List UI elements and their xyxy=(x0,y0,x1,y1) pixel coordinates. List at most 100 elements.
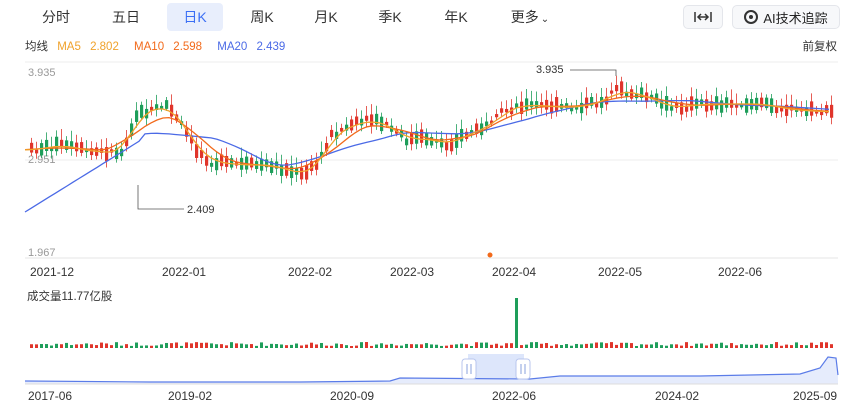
date-label-2022-02: 2022-02 xyxy=(288,265,332,279)
volume-bar xyxy=(175,342,178,348)
candle xyxy=(800,108,804,112)
tab-more[interactable]: 更多 ⌄ xyxy=(500,3,560,31)
volume-bar xyxy=(265,345,268,348)
volume-bar xyxy=(250,344,253,348)
volume-bar xyxy=(700,343,703,348)
low-marker-label: 2.409 xyxy=(187,204,215,216)
candle xyxy=(295,167,299,175)
volume-bar xyxy=(270,343,273,348)
date-label-2022-05: 2022-05 xyxy=(598,265,642,279)
volume-bar xyxy=(300,345,303,348)
volume-bar xyxy=(715,343,718,348)
ai-target-icon xyxy=(744,10,759,24)
candle xyxy=(185,128,189,137)
volume-bar xyxy=(380,343,383,348)
candle xyxy=(680,102,684,115)
tab-five-day[interactable]: 五日 xyxy=(100,3,152,31)
ma5-value: 2.802 xyxy=(90,41,119,53)
volume-bar xyxy=(545,342,548,348)
candle xyxy=(285,163,289,176)
volume-bar xyxy=(310,342,313,348)
range-label-2025-09: 2025-09 xyxy=(793,389,837,403)
candle xyxy=(190,135,194,144)
volume-bar xyxy=(465,344,468,348)
candle xyxy=(225,155,229,167)
candle xyxy=(765,97,769,109)
volume-bar xyxy=(570,345,573,348)
ma20-line xyxy=(24,99,830,213)
range-handle-right[interactable] xyxy=(515,358,531,380)
candle xyxy=(365,115,369,121)
tab-weekly-k[interactable]: 周K xyxy=(236,3,288,31)
volume-bar xyxy=(40,344,43,348)
volume-bar xyxy=(115,342,118,348)
candle xyxy=(325,142,329,152)
candle xyxy=(455,134,459,148)
event-marker-dot[interactable] xyxy=(487,252,493,258)
volume-bar xyxy=(280,344,283,348)
tab-monthly-k[interactable]: 月K xyxy=(300,3,352,31)
adjust-mode-toggle[interactable]: 前复权 xyxy=(802,41,838,53)
candle xyxy=(495,114,499,118)
volume-bar xyxy=(90,344,93,348)
volume-bar xyxy=(750,344,753,348)
ai-tracking-label: AI技术追踪 xyxy=(763,10,828,26)
volume-bar xyxy=(180,345,183,348)
volume-bar xyxy=(490,344,493,348)
tab-label: 分时 xyxy=(42,9,70,25)
candle xyxy=(235,162,239,166)
volume-bar xyxy=(190,343,193,348)
tab-quarterly-k[interactable]: 季K xyxy=(364,3,416,31)
range-selected-window[interactable] xyxy=(468,354,524,384)
volume-bar xyxy=(285,345,288,348)
volume-bar xyxy=(415,344,418,348)
volume-bar xyxy=(205,342,208,348)
candle xyxy=(475,123,479,134)
volume-bar xyxy=(640,344,643,348)
candle xyxy=(375,113,379,125)
volume-bar xyxy=(50,345,53,348)
candle xyxy=(175,114,179,121)
volume-bar xyxy=(495,343,498,348)
volume-bar xyxy=(485,342,488,348)
range-navigator[interactable] xyxy=(25,354,838,384)
volume-bar xyxy=(510,343,513,348)
range-label-2020-09: 2020-09 xyxy=(330,389,374,403)
candle xyxy=(780,107,784,112)
ma-legend: 均线 MA5 2.802 MA10 2.598 MA20 2.439 xyxy=(25,38,297,54)
candle xyxy=(605,96,609,105)
candle xyxy=(685,105,689,112)
candlestick-series xyxy=(30,75,834,186)
volume-bar xyxy=(650,344,653,348)
tab-yearly-k[interactable]: 年K xyxy=(430,3,482,31)
horizontal-resize-icon xyxy=(694,12,712,22)
volume-bar xyxy=(330,345,333,348)
volume-bar xyxy=(65,342,68,348)
candle xyxy=(830,104,834,118)
candle xyxy=(485,121,489,127)
ma5-name: MA5 xyxy=(57,41,81,53)
range-handle-left[interactable] xyxy=(461,358,477,380)
volume-bar xyxy=(370,345,373,348)
volume-bar xyxy=(500,345,503,348)
volume-bar xyxy=(425,343,428,348)
range-label-2019-02: 2019-02 xyxy=(168,389,212,403)
volume-bar xyxy=(685,342,688,348)
ai-tracking-button[interactable]: AI技术追踪 xyxy=(732,5,840,29)
volume-bar xyxy=(525,344,528,348)
tab-intraday[interactable]: 分时 xyxy=(30,3,82,31)
candle xyxy=(90,148,94,156)
candle xyxy=(535,101,539,108)
fit-range-button[interactable] xyxy=(683,5,723,29)
candle xyxy=(640,87,644,98)
candle xyxy=(60,139,64,147)
ma10-legend: MA10 2.598 xyxy=(134,41,208,53)
candle xyxy=(700,99,704,105)
volume-bar xyxy=(675,344,678,348)
volume-bar xyxy=(595,342,598,348)
volume-bar xyxy=(625,342,628,348)
tab-label: 季K xyxy=(378,9,402,25)
volume-bar xyxy=(165,342,168,348)
tab-daily-k[interactable]: 日K xyxy=(167,3,223,31)
